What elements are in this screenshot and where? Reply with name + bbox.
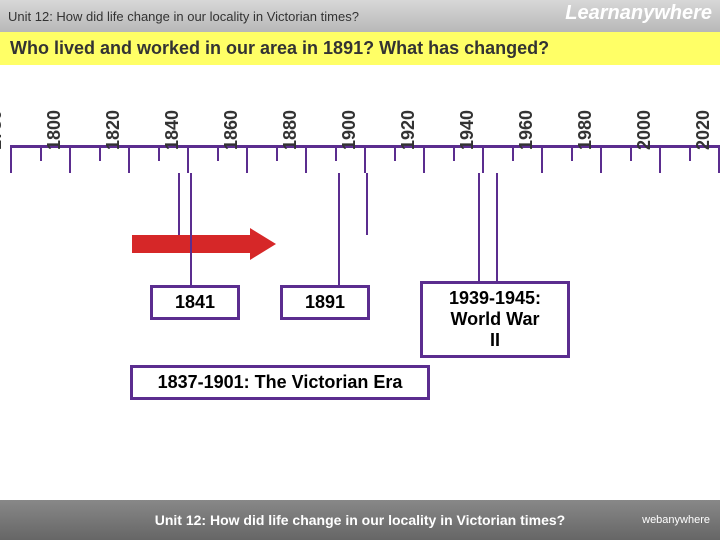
tick-label: 1960 (516, 110, 537, 150)
tick-label: 1840 (162, 110, 183, 150)
tick-minor (394, 145, 396, 161)
footer-logo: webanywhere (642, 514, 710, 526)
tick-label: 1920 (398, 110, 419, 150)
tick-minor (99, 145, 101, 161)
brand-logo: Learnanywhere (565, 2, 712, 25)
unit-title: Unit 12: How did life change in our loca… (8, 9, 359, 24)
callout-pointer (338, 173, 340, 285)
victorian-era-arrow (132, 235, 252, 253)
question-bar: Who lived and worked in our area in 1891… (0, 32, 720, 65)
callout-pointer (496, 173, 498, 281)
tick-label: 1900 (339, 110, 360, 150)
callout-label: 1939-1945: World War II (449, 288, 541, 350)
tick-major (659, 145, 661, 173)
tick-label: 1980 (575, 110, 596, 150)
callout-box: 1891 (280, 285, 370, 320)
tick-label: 1780 (0, 110, 6, 150)
callout-box: 1939-1945: World War II (420, 281, 570, 358)
timeline-area: 1780 1800 1820 1840 1860 1880 1900 1920 1940 1960… (0, 65, 720, 425)
tick-minor (512, 145, 514, 161)
tick-minor (217, 145, 219, 161)
footer-text: Unit 12: How did life change in our loca… (155, 512, 565, 528)
tick-minor (158, 145, 160, 161)
tick-major (246, 145, 248, 173)
tick-major (128, 145, 130, 173)
tick-label: 1820 (103, 110, 124, 150)
callout-box: 1841 (150, 285, 240, 320)
era-start-pointer (178, 173, 180, 235)
tick-minor (276, 145, 278, 161)
footer-bar: Unit 12: How did life change in our loca… (0, 500, 720, 540)
tick-minor (40, 145, 42, 161)
tick-label: 1880 (280, 110, 301, 150)
era-end-pointer (366, 173, 368, 235)
callout-label: 1891 (305, 292, 345, 312)
tick-minor (335, 145, 337, 161)
tick-major (10, 145, 12, 173)
question-text: Who lived and worked in our area in 1891… (10, 38, 549, 58)
tick-major (364, 145, 366, 173)
tick-label: 1940 (457, 110, 478, 150)
tick-major (187, 145, 189, 173)
tick-minor (630, 145, 632, 161)
callout-pointer (478, 173, 480, 281)
tick-major (423, 145, 425, 173)
tick-major (69, 145, 71, 173)
callout-pointer (190, 173, 192, 285)
tick-major (482, 145, 484, 173)
callout-label: 1841 (175, 292, 215, 312)
tick-label: 2000 (634, 110, 655, 150)
header-bar: Unit 12: How did life change in our loca… (0, 0, 720, 32)
victorian-era-label-box: 1837-1901: The Victorian Era (130, 365, 430, 400)
victorian-era-label: 1837-1901: The Victorian Era (158, 372, 403, 392)
tick-label: 1800 (44, 110, 65, 150)
tick-major (305, 145, 307, 173)
tick-label: 2020 (693, 110, 714, 150)
tick-major (600, 145, 602, 173)
tick-label: 1860 (221, 110, 242, 150)
tick-minor (571, 145, 573, 161)
tick-minor (689, 145, 691, 161)
tick-minor (453, 145, 455, 161)
tick-major (541, 145, 543, 173)
